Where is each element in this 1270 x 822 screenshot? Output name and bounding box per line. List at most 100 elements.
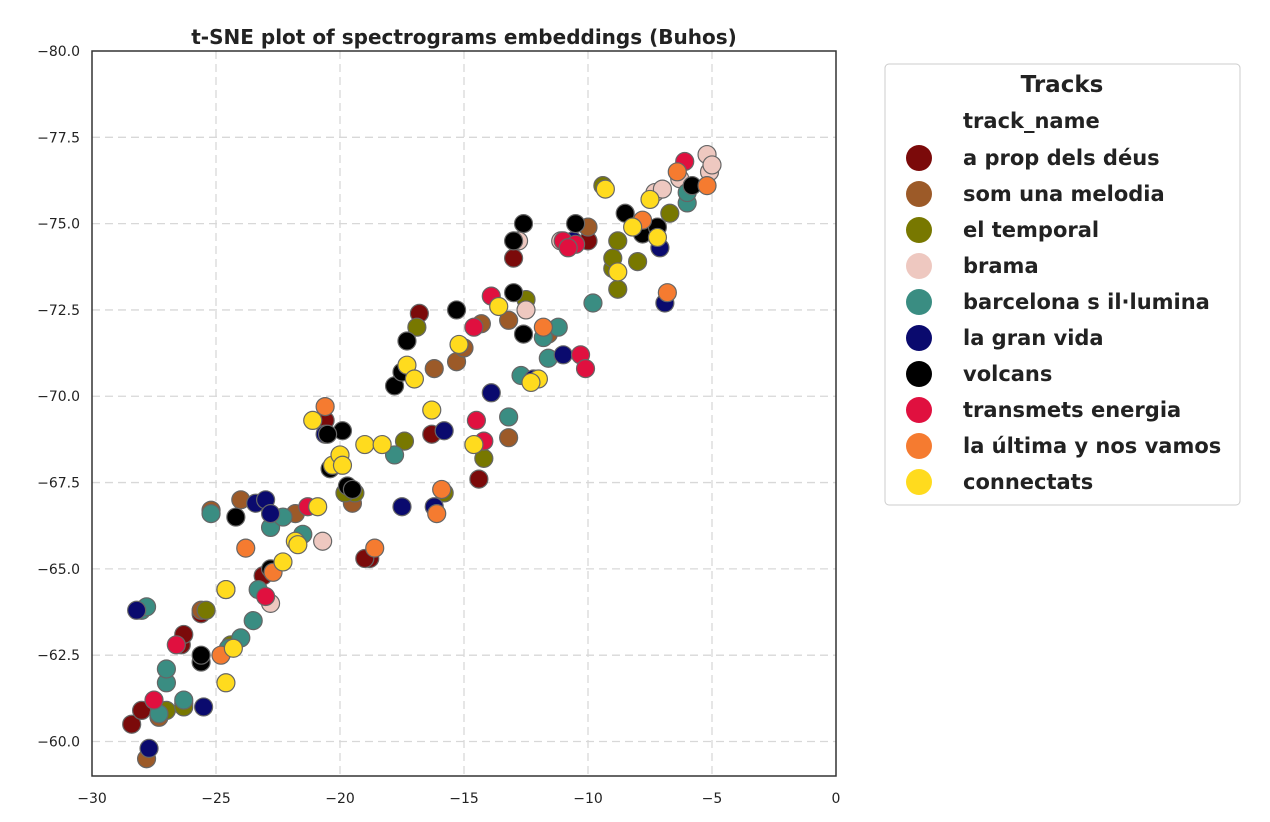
y-tick-label: −65.0 <box>37 562 80 578</box>
legend-items: a prop dels déus som una melodia el tempor… <box>906 145 1221 495</box>
y-tick-label: −77.5 <box>37 130 80 146</box>
y-tick-label: −67.5 <box>37 476 80 492</box>
legend-label: transmets energia <box>963 398 1181 422</box>
legend-label: som una melodia <box>963 182 1165 206</box>
legend-item: transmets energia <box>906 397 1181 423</box>
plot-area-frame <box>91 50 837 777</box>
data-point <box>608 262 628 282</box>
data-point <box>384 445 405 465</box>
legend-box <box>884 63 1241 506</box>
data-point <box>533 317 553 337</box>
data-point <box>583 293 603 313</box>
legend: Tracks track_name a prop dels déus som un… <box>884 63 1241 506</box>
data-point <box>236 538 256 558</box>
x-tick-label: −15 <box>449 791 479 807</box>
data-point <box>513 214 534 234</box>
grid-lines <box>92 51 836 776</box>
x-tick-label: −5 <box>702 791 723 807</box>
legend-item: barcelona s il·lumina <box>906 289 1210 315</box>
data-point <box>260 504 281 524</box>
data-point <box>627 251 648 272</box>
y-tick-label: −62.5 <box>37 648 80 664</box>
legend-marker <box>906 181 932 207</box>
data-point <box>521 372 541 393</box>
data-point <box>657 283 677 303</box>
data-point <box>608 279 628 299</box>
data-point <box>660 203 680 223</box>
data-point <box>697 176 717 196</box>
data-point <box>394 431 415 451</box>
data-point <box>223 638 243 658</box>
data-point <box>174 690 194 710</box>
data-point <box>503 231 524 251</box>
data-point <box>122 714 142 734</box>
data-point <box>565 214 586 234</box>
data-point <box>422 400 442 420</box>
data-point <box>365 538 385 558</box>
legend-marker <box>906 253 932 279</box>
scatter-points <box>122 144 722 769</box>
data-point <box>432 479 452 500</box>
data-point <box>332 455 353 475</box>
data-point <box>342 479 362 500</box>
data-point <box>156 659 176 679</box>
data-point <box>449 334 469 355</box>
data-point <box>499 407 519 427</box>
data-point <box>499 310 519 330</box>
legend-label: barcelona s il·lumina <box>963 290 1210 314</box>
legend-item: a prop dels déus <box>906 145 1160 171</box>
legend-label: volcans <box>963 362 1052 386</box>
data-point <box>243 611 263 631</box>
data-point <box>558 238 578 258</box>
legend-label: el temporal <box>963 218 1099 242</box>
x-tick-label: −10 <box>573 791 603 807</box>
data-point <box>256 586 276 607</box>
data-point <box>464 434 484 455</box>
data-point <box>466 410 486 431</box>
legend-item: brama <box>906 253 1039 279</box>
data-point <box>702 155 722 175</box>
data-point <box>355 434 375 455</box>
legend-subtitle: track_name <box>963 109 1100 133</box>
data-point <box>303 410 323 431</box>
data-point <box>499 428 519 448</box>
legend-marker <box>906 325 932 351</box>
y-tick-label: −60.0 <box>37 734 80 750</box>
data-point <box>434 421 454 441</box>
data-point <box>608 231 628 251</box>
data-point <box>481 383 501 403</box>
x-tick-label: 0 <box>832 791 841 807</box>
data-point <box>196 600 216 620</box>
data-point <box>469 469 489 489</box>
data-point <box>166 635 186 655</box>
x-tick-label: −25 <box>201 791 231 807</box>
legend-item: volcans <box>906 361 1052 387</box>
data-point <box>407 317 427 337</box>
y-tick-label: −75.0 <box>37 217 80 233</box>
y-tick-label: −80.0 <box>37 44 80 60</box>
data-point <box>513 324 534 344</box>
data-point <box>397 331 417 351</box>
data-point <box>315 396 335 417</box>
data-point <box>226 507 246 527</box>
legend-label: la gran vida <box>963 326 1104 350</box>
data-point <box>516 300 536 320</box>
x-tick-label: −30 <box>77 791 107 807</box>
series-barcelona-s-il-lumina <box>132 182 697 724</box>
series-transmets-energia <box>144 151 695 710</box>
legend-marker <box>906 397 932 423</box>
data-point <box>503 283 524 303</box>
legend-marker <box>906 433 932 459</box>
data-point <box>623 217 643 237</box>
data-point <box>427 504 447 524</box>
chart-title: t-SNE plot of spectrograms embeddings (B… <box>191 25 737 49</box>
legend-label: la última y nos vamos <box>963 434 1221 458</box>
legend-item: som una melodia <box>906 181 1165 207</box>
legend-item: la gran vida <box>906 325 1104 351</box>
x-tick-label: −20 <box>325 791 355 807</box>
data-point <box>288 535 308 555</box>
data-point <box>424 359 444 379</box>
data-point <box>216 673 236 693</box>
data-point <box>144 690 164 710</box>
